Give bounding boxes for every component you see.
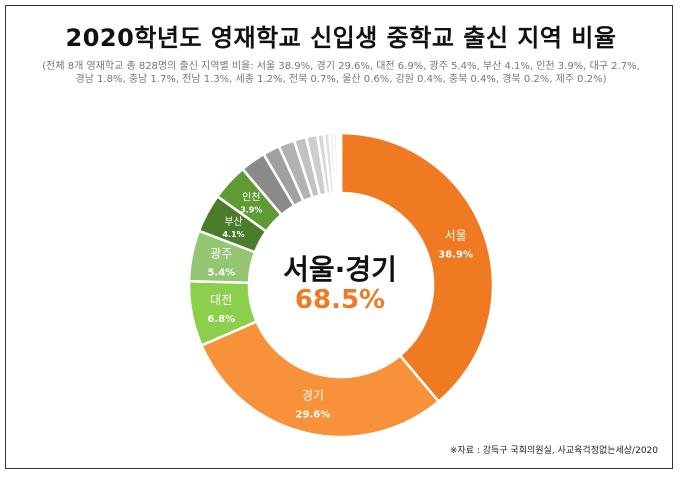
source-note: ※자료 : 강득구 국회의원실, 사교육걱정없는세상/2020 bbox=[449, 446, 658, 456]
slice-value-부산: 4.1% bbox=[222, 230, 244, 239]
slice-서울 bbox=[339, 131, 495, 404]
slice-value-서울: 38.9% bbox=[438, 249, 473, 260]
chart-title: 2020학년도 영재학교 신입생 중학교 출신 지역 비율 bbox=[65, 24, 617, 52]
slice-label-서울: 서울 bbox=[445, 228, 467, 242]
slice-value-인천: 3.9% bbox=[240, 205, 262, 214]
chart-subtitle: (전체 8개 영재학교 총 828명의 출신 지역별 비율: 서울 38.9%,… bbox=[12, 60, 670, 86]
slice-제주 bbox=[337, 131, 343, 195]
center-label: 서울·경기 bbox=[283, 253, 397, 286]
slice-label-부산: 부산 bbox=[224, 216, 242, 228]
slice-label-경기: 경기 bbox=[302, 389, 324, 403]
slice-value-광주: 5.4% bbox=[207, 267, 235, 278]
subtitle-line-1: (전체 8개 영재학교 총 828명의 출신 지역별 비율: 서울 38.9%,… bbox=[42, 61, 640, 72]
slice-label-대전: 대전 bbox=[210, 293, 232, 307]
slice-label-인천: 인천 bbox=[242, 191, 260, 203]
slice-value-경기: 29.6% bbox=[296, 410, 331, 421]
subtitle-line-2: 경남 1.8%, 충남 1.7%, 전남 1.3%, 세종 1.2%, 전북 0… bbox=[75, 74, 607, 85]
center-value: 68.5% bbox=[294, 285, 386, 315]
slice-경기 bbox=[199, 319, 441, 439]
slice-label-광주: 광주 bbox=[210, 246, 232, 260]
slice-value-대전: 6.8% bbox=[207, 314, 235, 325]
